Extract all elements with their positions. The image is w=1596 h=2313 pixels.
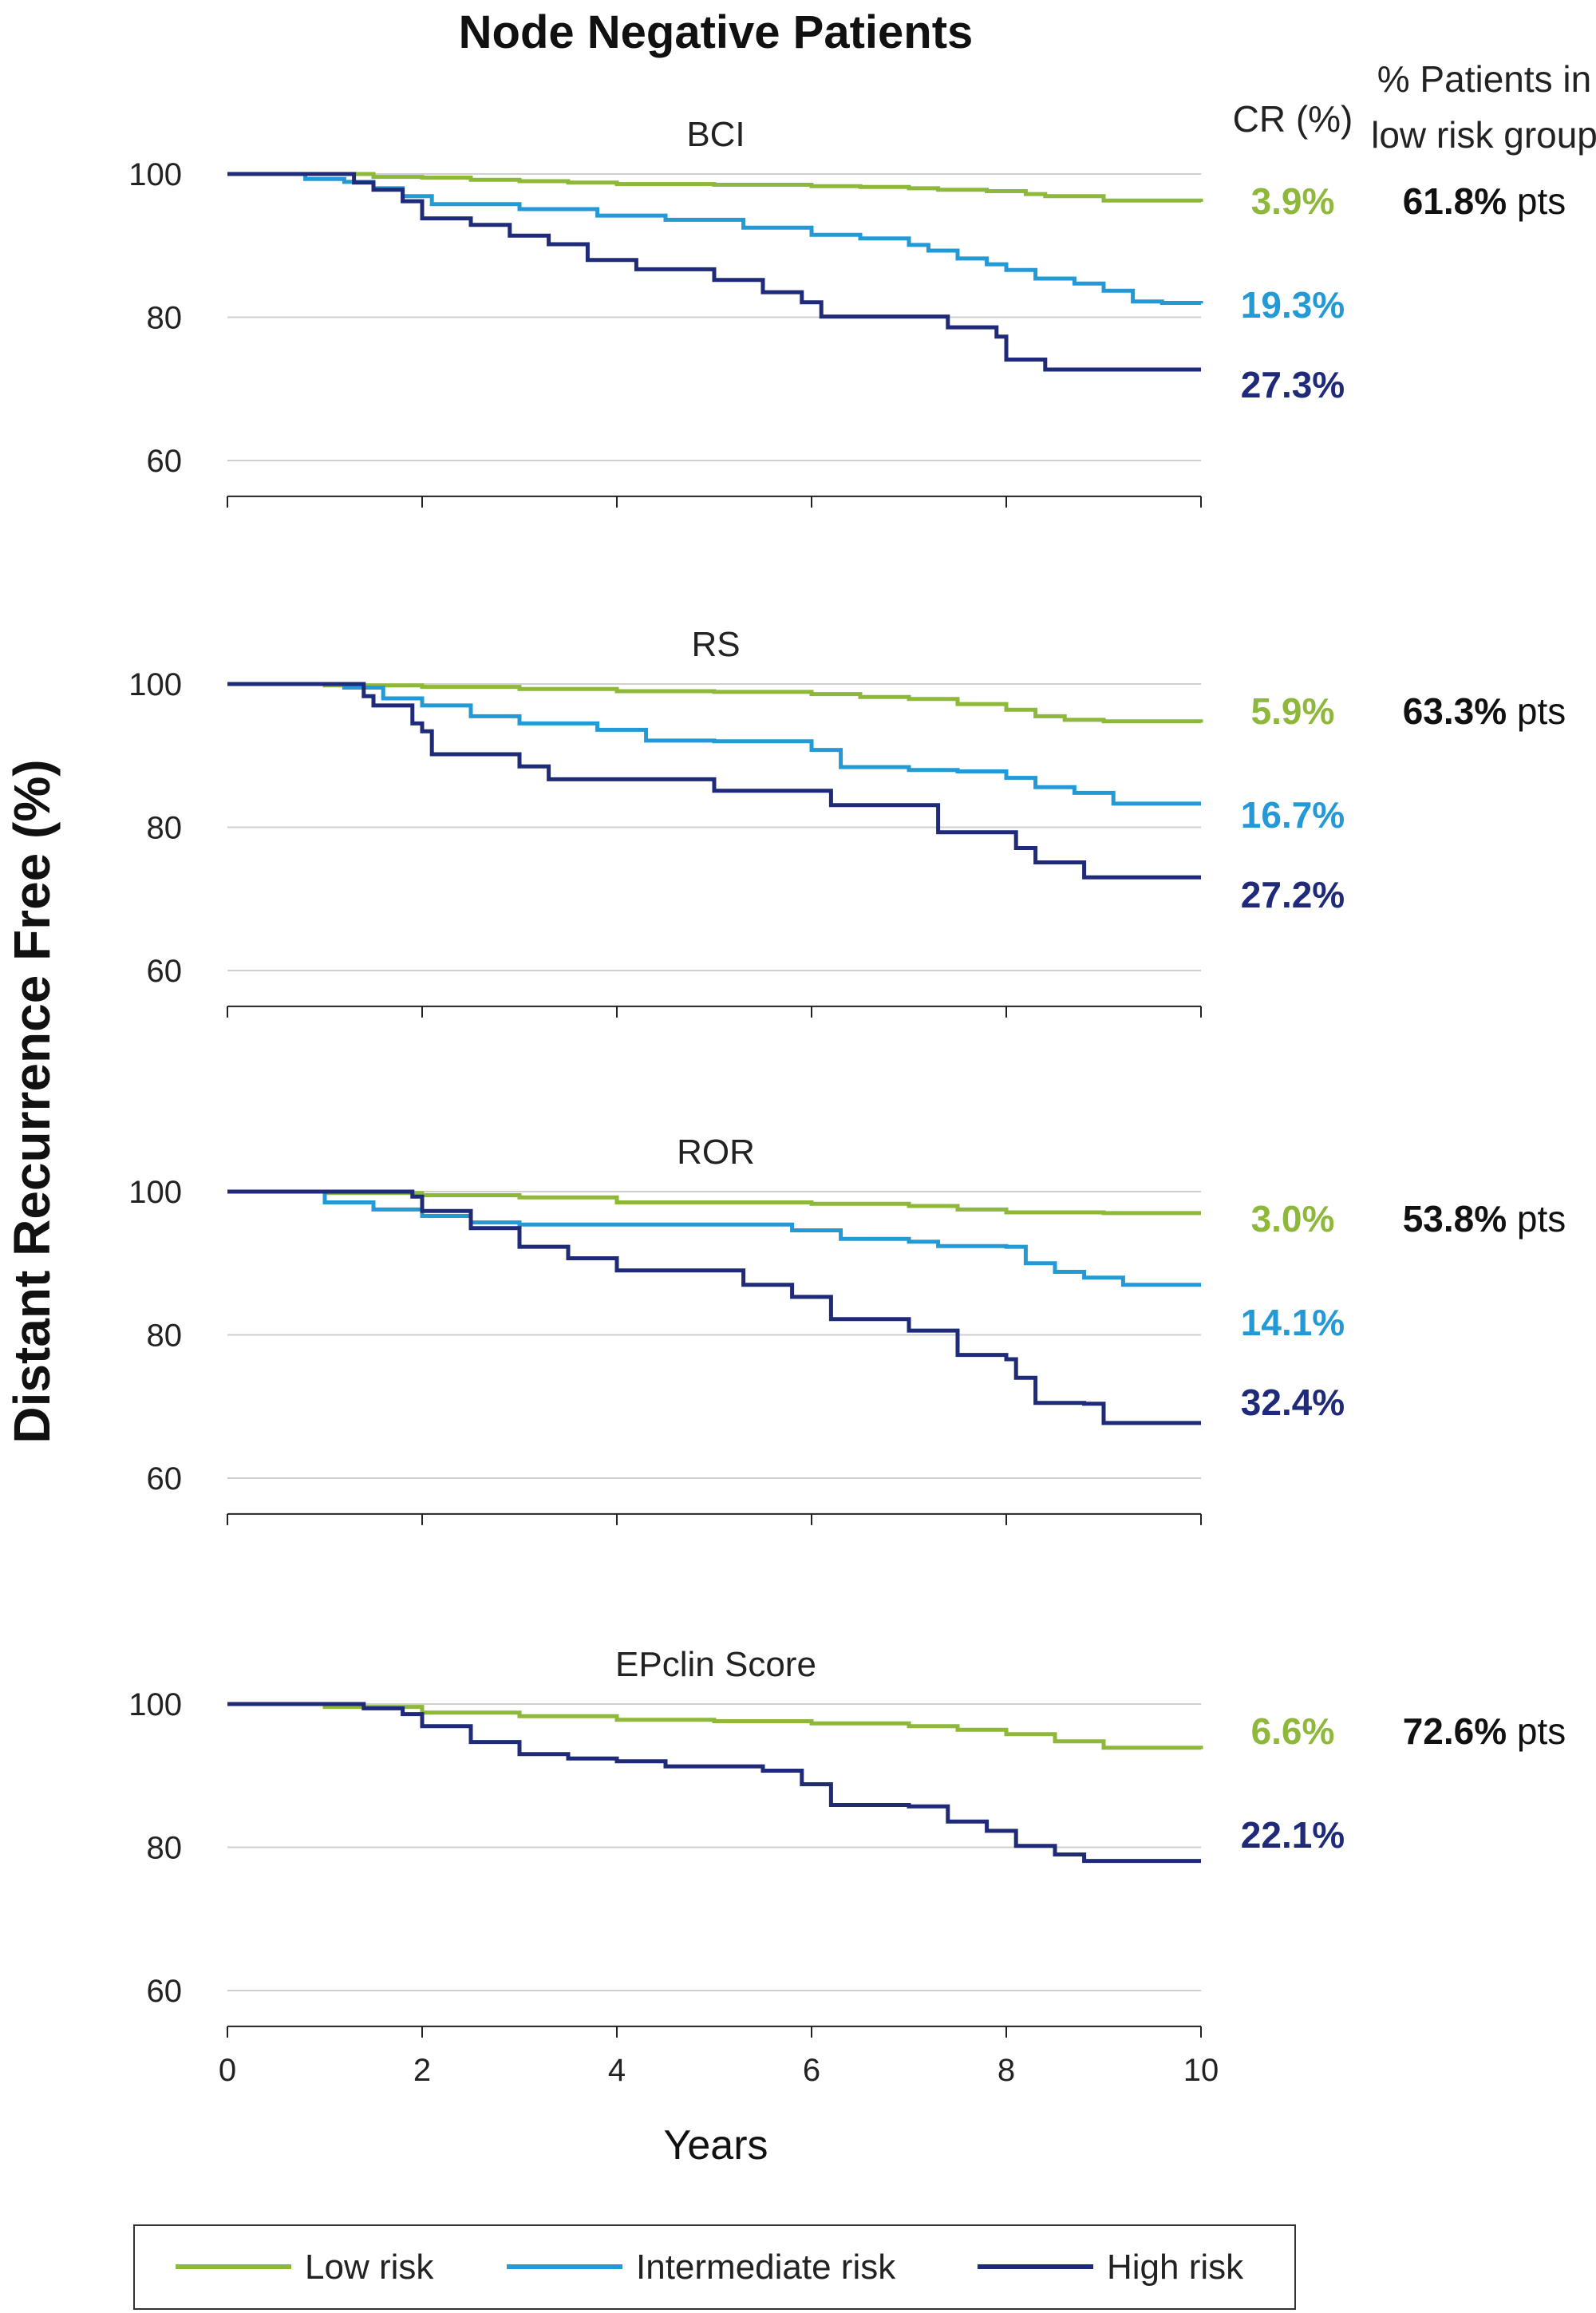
pct-low-risk-value: 61.8% <box>1403 180 1507 222</box>
y-tick-label: 60 <box>147 1461 183 1497</box>
x-tick-label: 6 <box>803 2053 820 2088</box>
pct-suffix: pts <box>1507 1198 1566 1240</box>
series-line-high <box>227 1702 1201 1864</box>
pct-low-risk-value: 63.3% <box>1403 690 1507 732</box>
cr-label-high: 32.4% <box>1241 1382 1345 1423</box>
y-axis-label: Distant Recurrence Free (%) <box>3 759 61 1443</box>
pct-low-risk-value: 72.6% <box>1403 1710 1507 1752</box>
cr-label-intermediate: 19.3% <box>1241 284 1345 326</box>
cr-label-low: 5.9% <box>1251 690 1335 732</box>
series-line-low <box>227 1702 1203 1750</box>
pct-low-risk-label: 53.8% pts <box>1403 1198 1566 1240</box>
pct-low-risk-label: 61.8% pts <box>1403 180 1566 222</box>
cr-label-high: 27.3% <box>1241 364 1345 405</box>
y-tick-label: 80 <box>147 1831 183 1866</box>
series-line-high <box>227 682 1201 880</box>
y-tick-label: 100 <box>128 667 182 702</box>
cr-label-low: 3.9% <box>1251 180 1335 222</box>
cr-label-low: 3.0% <box>1251 1198 1335 1240</box>
pct-header-line2: low risk group <box>1371 114 1596 156</box>
panel-title: BCI <box>686 115 745 154</box>
x-tick-label: 4 <box>608 2053 626 2088</box>
pct-low-risk-label: 63.3% pts <box>1403 690 1566 732</box>
panel-1: RS 60 80 100 5.9% 16.7% 27.2% 63.3% pts <box>128 625 1566 1018</box>
panel-title: EPclin Score <box>615 1645 816 1684</box>
panel-title: RS <box>691 625 740 664</box>
pct-low-risk-label: 72.6% pts <box>1403 1710 1566 1752</box>
x-tick-label: 8 <box>998 2053 1015 2088</box>
y-tick-label: 80 <box>147 1319 183 1354</box>
y-tick-label: 60 <box>147 954 183 989</box>
pct-header-line1: % Patients in <box>1377 58 1591 100</box>
cr-label-intermediate: 14.1% <box>1241 1302 1345 1343</box>
cr-label-high: 27.2% <box>1241 874 1345 915</box>
series-line-high <box>227 1189 1201 1425</box>
series-line-low <box>227 172 1203 203</box>
x-axis-label: Years <box>663 2122 768 2169</box>
legend-high-label: High risk <box>1107 2248 1244 2287</box>
series-line-intermediate <box>227 172 1203 305</box>
y-tick-label: 60 <box>147 1974 183 2009</box>
x-tick-label: 10 <box>1183 2053 1219 2088</box>
cr-label-low: 6.6% <box>1251 1710 1335 1752</box>
cr-label-high: 22.1% <box>1241 1814 1345 1856</box>
x-tick-label: 2 <box>413 2053 431 2088</box>
series-line-low <box>227 682 1203 724</box>
panel-2: ROR 60 80 100 3.0% 14.1% 32.4% 53.8% pts <box>128 1133 1566 1525</box>
panel-3: EPclin Score 60 80 100 0 2 4 6 8 10 6.6% 22.1% 72.6%… <box>128 1645 1566 2088</box>
panel-title: ROR <box>677 1133 755 1172</box>
pct-low-risk-value: 53.8% <box>1403 1198 1507 1240</box>
series-line-low <box>227 1189 1201 1216</box>
y-tick-label: 100 <box>128 1687 182 1722</box>
legend-low-label: Low risk <box>305 2248 434 2287</box>
legend-intermediate-label: Intermediate risk <box>636 2248 896 2287</box>
y-tick-label: 60 <box>147 444 183 479</box>
figure-title: Node Negative Patients <box>459 6 974 58</box>
y-tick-label: 100 <box>128 157 182 192</box>
cr-label-intermediate: 16.7% <box>1241 794 1345 836</box>
series-line-high <box>227 172 1201 372</box>
pct-suffix: pts <box>1507 690 1566 732</box>
series-line-intermediate <box>227 682 1201 806</box>
legend: Low risk Intermediate risk High risk <box>133 2224 1296 2310</box>
y-tick-label: 100 <box>128 1175 182 1210</box>
pct-suffix: pts <box>1507 180 1566 222</box>
legend-box <box>133 2224 1296 2310</box>
y-tick-label: 80 <box>147 301 183 336</box>
x-tick-label: 0 <box>219 2053 236 2088</box>
y-tick-label: 80 <box>147 811 183 846</box>
cr-header: CR (%) <box>1233 98 1353 140</box>
pct-suffix: pts <box>1507 1710 1566 1752</box>
panel-0: BCI 60 80 100 3.9% 19.3% 27.3% 61.8% pts <box>128 115 1566 508</box>
